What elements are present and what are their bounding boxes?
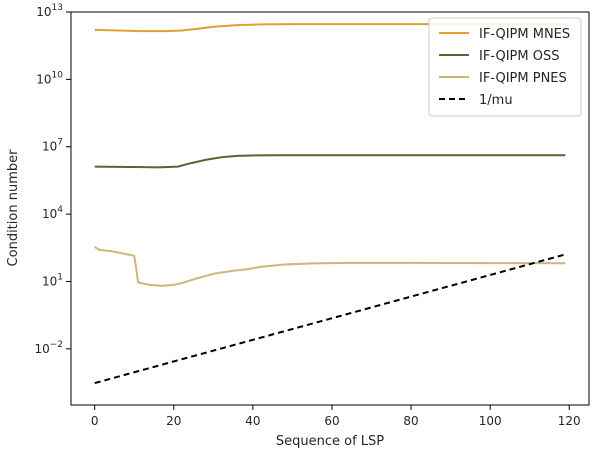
legend-box [428,17,582,117]
x-tick-label: 0 [91,414,99,428]
legend-label: 1/mu [479,93,513,108]
x-tick-label: 20 [166,414,181,428]
y-axis-label: Condition number [6,149,21,267]
y-axis: 10−2 101 104 107 1010 1013 [34,3,71,356]
plot-area-frame [70,11,590,406]
y-tick-label: 1010 [36,70,63,86]
x-tick-label: 60 [324,414,339,428]
y-tick-label: 104 [42,205,63,221]
x-tick-label: 40 [245,414,260,428]
y-tick-label: 10−2 [34,340,63,356]
x-axis: 0 20 40 60 80 100 120 [91,405,581,428]
legend-label: IF-QIPM MNES [479,27,570,42]
legend-label: IF-QIPM OSS [479,49,559,64]
series-line-2 [94,154,566,169]
legend-label: IF-QIPM PNES [479,71,567,86]
y-tick-label: 107 [42,138,63,154]
series-line-4 [94,253,566,385]
x-axis-label: Sequence of LSP [276,434,384,449]
y-tick-label: 101 [42,272,63,288]
x-tick-label: 80 [403,414,418,428]
series-line-3 [94,246,566,287]
y-tick-label: 1013 [36,3,63,19]
legend: IF-QIPM MNES IF-QIPM OSS IF-QIPM PNES 1/mu [428,17,582,117]
x-tick-label: 100 [479,414,502,428]
x-tick-label: 120 [558,414,581,428]
